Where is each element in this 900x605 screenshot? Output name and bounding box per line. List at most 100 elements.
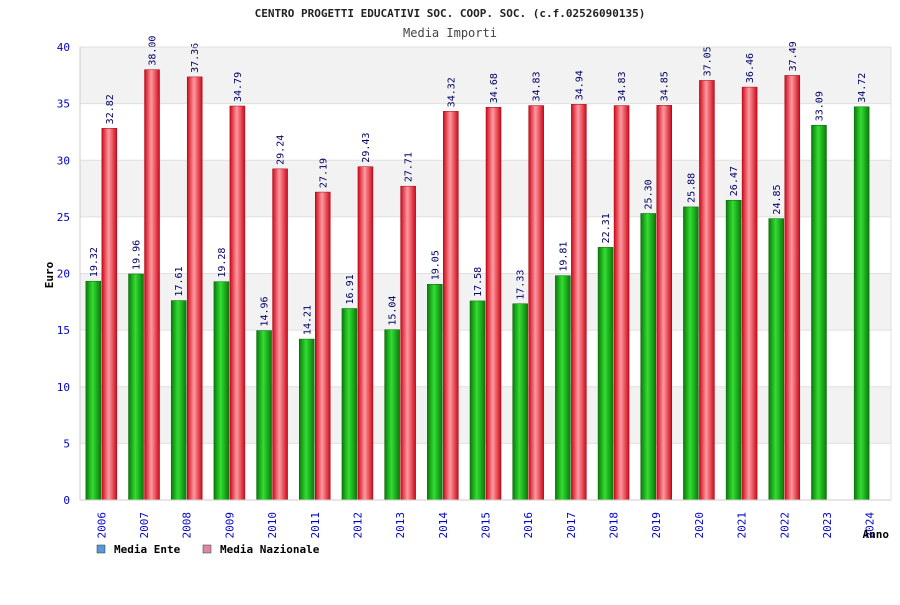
data-label: 34.68 [489, 73, 500, 103]
data-label: 19.81 [558, 242, 569, 272]
bar-media-ente-2020 [683, 206, 699, 501]
bar-media-nazionale-2018 [613, 105, 630, 501]
legend-label-media-ente: Media Ente [114, 543, 181, 556]
data-label: 29.24 [276, 135, 287, 165]
y-tick-label: 35 [57, 98, 70, 111]
bar-media-ente-2019 [640, 213, 656, 501]
y-tick-labels: 0 5 10 15 20 25 30 35 40 [57, 41, 70, 507]
x-tick-label: 2010 [266, 512, 279, 539]
data-label: 34.94 [574, 70, 585, 100]
y-tick-label: 15 [57, 324, 70, 337]
y-tick-label: 25 [57, 211, 70, 224]
x-tick-label: 2017 [565, 512, 578, 539]
data-label: 32.82 [105, 94, 116, 124]
bar-media-ente-2010 [256, 330, 272, 501]
y-tick-label: 40 [57, 41, 70, 54]
bar-media-nazionale-2017 [571, 104, 587, 501]
data-label: 17.58 [473, 267, 484, 297]
x-tick-label: 2007 [138, 512, 151, 539]
bar-media-nazionale-2022 [784, 75, 801, 501]
chart-subtitle: Media Importi [403, 26, 497, 40]
data-label: 37.49 [788, 41, 799, 71]
y-tick-label: 5 [63, 437, 70, 450]
x-axis-label: Anno [863, 528, 890, 541]
data-label: 16.91 [345, 274, 356, 304]
bar-media-ente-2007 [128, 273, 144, 501]
legend-swatch-media-ente [96, 544, 106, 554]
bar-media-nazionale-2014 [443, 111, 459, 501]
bar-media-nazionale-2020 [699, 80, 715, 501]
x-tick-label: 2009 [223, 512, 236, 539]
y-tick-label: 20 [57, 268, 70, 281]
bar-media-nazionale-2019 [656, 105, 672, 501]
data-label: 34.85 [660, 71, 671, 101]
chart-title: CENTRO PROGETTI EDUCATIVI SOC. COOP. SOC… [255, 7, 646, 20]
bar-media-ente-2021 [725, 199, 742, 501]
x-tick-label: 2011 [309, 512, 322, 539]
bar-media-ente-2017 [555, 275, 571, 501]
bar-media-ente-2016 [512, 303, 528, 501]
data-label: 19.28 [217, 248, 228, 278]
data-label: 34.32 [446, 77, 457, 107]
bar-media-ente-2006 [85, 280, 102, 501]
x-tick-label: 2019 [650, 512, 663, 539]
x-tick-label: 2016 [522, 512, 535, 539]
data-label: 24.85 [772, 184, 783, 214]
x-tick-label: 2008 [181, 512, 194, 539]
data-label: 19.32 [89, 247, 100, 277]
bar-media-ente-2014 [427, 284, 443, 501]
bar-media-ente-2018 [597, 247, 614, 501]
data-label: 14.21 [302, 305, 313, 335]
bar-media-nazionale-2013 [400, 185, 416, 501]
y-tick-label: 30 [57, 154, 70, 167]
bar-media-nazionale-2016 [528, 105, 544, 501]
legend-label-media-nazionale: Media Nazionale [220, 543, 320, 556]
data-label: 33.09 [814, 91, 825, 121]
bar-media-ente-2023 [811, 125, 827, 501]
data-label: 26.47 [729, 166, 740, 196]
y-axis-label: Euro [43, 261, 56, 288]
x-tick-label: 2023 [821, 512, 834, 539]
data-label: 37.05 [702, 46, 713, 76]
bar-media-nazionale-2012 [357, 166, 374, 501]
legend: Media Ente Media Nazionale [96, 543, 320, 556]
bar-media-nazionale-2015 [485, 106, 502, 501]
data-label: 37.36 [190, 43, 201, 73]
data-label: 15.04 [388, 296, 399, 326]
x-tick-label: 2018 [608, 512, 621, 539]
x-tick-labels: 2006 2007 2008 2009 2010 2011 2012 2013 2014 2015… [95, 512, 876, 539]
bar-media-nazionale-2009 [229, 105, 246, 501]
bar-media-ente-2011 [299, 338, 315, 501]
x-tick-label: 2020 [693, 512, 706, 539]
x-tick-label: 2013 [394, 512, 407, 539]
data-label: 27.19 [318, 158, 329, 188]
data-label: 29.43 [361, 133, 372, 163]
x-tick-label: 2022 [778, 512, 791, 539]
data-label: 14.96 [260, 296, 271, 326]
axes [79, 46, 892, 501]
legend-swatch-media-nazionale [202, 544, 212, 554]
bar-media-nazionale-2010 [272, 168, 288, 501]
bar-media-nazionale-2011 [315, 191, 331, 501]
data-label: 17.33 [516, 270, 527, 300]
data-label: 25.30 [644, 179, 655, 209]
bar-media-ente-2015 [469, 300, 486, 501]
data-label: 36.46 [745, 53, 756, 83]
y-tick-label: 10 [57, 381, 70, 394]
y-tick-label: 0 [63, 494, 70, 507]
data-label: 27.71 [404, 152, 415, 182]
x-tick-label: 2024 [864, 512, 877, 539]
data-label: 38.00 [148, 36, 159, 66]
data-label: 25.88 [686, 173, 697, 203]
bar-media-nazionale-2021 [741, 86, 758, 501]
x-tick-label: 2015 [480, 512, 493, 539]
bar-media-ente-2012 [341, 308, 358, 501]
bar-media-ente-2009 [213, 281, 230, 501]
data-label: 34.72 [857, 73, 868, 103]
bar-media-ente-2022 [768, 218, 785, 501]
data-label: 22.31 [601, 213, 612, 243]
bar-media-nazionale-2006 [101, 128, 118, 501]
x-tick-label: 2014 [437, 512, 450, 539]
x-tick-label: 2006 [95, 512, 108, 539]
